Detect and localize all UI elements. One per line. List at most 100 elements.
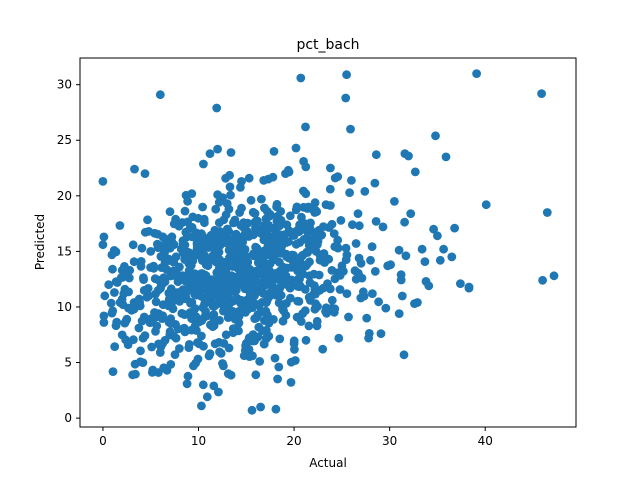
scatter-point xyxy=(104,280,114,290)
scatter-point xyxy=(211,242,220,251)
scatter-point xyxy=(177,309,187,318)
scatter-point xyxy=(305,257,314,267)
scatter-point xyxy=(198,380,208,390)
scatter-point xyxy=(170,350,180,359)
scatter-point xyxy=(334,333,344,343)
scatter-point xyxy=(472,69,481,78)
scatter-point xyxy=(549,271,559,281)
scatter-point xyxy=(293,263,303,273)
scatter-point xyxy=(138,358,148,367)
scatter-point xyxy=(237,203,246,213)
scatter-point xyxy=(262,279,272,289)
scatter-point xyxy=(200,218,209,228)
scatter-point xyxy=(124,273,134,283)
scatter-point xyxy=(245,289,255,299)
scatter-point xyxy=(299,235,309,244)
scatter-point xyxy=(333,235,343,245)
scatter-point xyxy=(202,392,212,402)
scatter-point xyxy=(298,269,308,279)
scatter-point xyxy=(156,342,166,352)
scatter-point xyxy=(321,303,331,313)
scatter-point xyxy=(240,245,250,254)
scatter-point xyxy=(215,227,225,236)
scatter-point xyxy=(296,73,306,83)
scatter-point xyxy=(131,369,140,379)
scatter-point xyxy=(140,331,150,340)
scatter-point xyxy=(257,298,267,307)
scatter-point xyxy=(183,371,193,381)
points-layer xyxy=(98,69,559,415)
scatter-point xyxy=(245,352,254,361)
scatter-point xyxy=(351,239,361,248)
y-tick-label: 15 xyxy=(57,244,72,258)
scatter-point xyxy=(294,227,304,237)
scatter-point xyxy=(342,70,351,80)
scatter-point xyxy=(197,331,206,341)
scatter-point xyxy=(238,237,248,247)
scatter-point xyxy=(270,353,280,363)
scatter-point xyxy=(193,213,203,223)
scatter-point xyxy=(211,204,221,214)
scatter-point xyxy=(433,231,442,241)
scatter-point xyxy=(216,349,226,358)
scatter-point xyxy=(431,131,440,141)
scatter-point xyxy=(180,255,190,264)
scatter-point xyxy=(305,224,315,234)
scatter-point xyxy=(182,379,192,389)
scatter-point xyxy=(137,243,147,253)
scatter-point xyxy=(336,216,346,225)
scatter-point xyxy=(164,317,174,327)
scatter-point xyxy=(187,325,196,335)
scatter-point xyxy=(330,304,340,314)
y-axis-label: Predicted xyxy=(33,214,47,270)
scatter-point xyxy=(199,341,208,351)
y-tick-label: 5 xyxy=(64,356,72,370)
scatter-point xyxy=(298,250,308,260)
scatter-point xyxy=(367,242,377,252)
scatter-point xyxy=(152,321,162,331)
scatter-point xyxy=(106,298,116,308)
scatter-point xyxy=(218,359,227,368)
scatter-point xyxy=(289,336,299,346)
scatter-point xyxy=(260,316,269,325)
scatter-point xyxy=(231,229,241,239)
scatter-point xyxy=(537,89,546,98)
scatter-point xyxy=(264,220,273,230)
scatter-point xyxy=(107,250,117,260)
scatter-point xyxy=(247,405,257,415)
scatter-point xyxy=(366,255,375,265)
scatter-point xyxy=(250,209,260,218)
scatter-point xyxy=(253,258,263,267)
scatter-point xyxy=(108,367,118,376)
scatter-point xyxy=(257,194,266,204)
scatter-point xyxy=(166,360,176,369)
scatter-point xyxy=(165,207,175,217)
scatter-point xyxy=(225,237,235,246)
scatter-point xyxy=(224,301,233,310)
scatter-point xyxy=(250,314,260,323)
scatter-point xyxy=(153,285,163,295)
scatter-point xyxy=(374,297,383,307)
scatter-point xyxy=(212,276,222,285)
scatter-point xyxy=(235,306,244,316)
scatter-point xyxy=(241,341,251,351)
scatter-point xyxy=(136,346,145,356)
scatter-point xyxy=(326,201,335,210)
scatter-point xyxy=(312,207,322,217)
scatter-point xyxy=(214,197,224,207)
plot-frame xyxy=(79,57,577,428)
scatter-point xyxy=(353,209,363,219)
scatter-point xyxy=(277,269,286,279)
scatter-point xyxy=(154,275,164,285)
y-tick-label: 25 xyxy=(57,133,72,147)
scatter-point xyxy=(255,357,265,366)
scatter-point xyxy=(371,217,381,226)
scatter-point xyxy=(146,247,156,256)
scatter-point xyxy=(256,266,265,276)
scatter-point xyxy=(178,271,187,281)
scatter-point xyxy=(335,285,345,294)
scatter-point xyxy=(221,330,231,340)
scatter-point xyxy=(110,342,120,351)
scatter-point xyxy=(177,286,187,296)
y-axis: 0 5 10 15 20 25 30 xyxy=(57,78,80,425)
